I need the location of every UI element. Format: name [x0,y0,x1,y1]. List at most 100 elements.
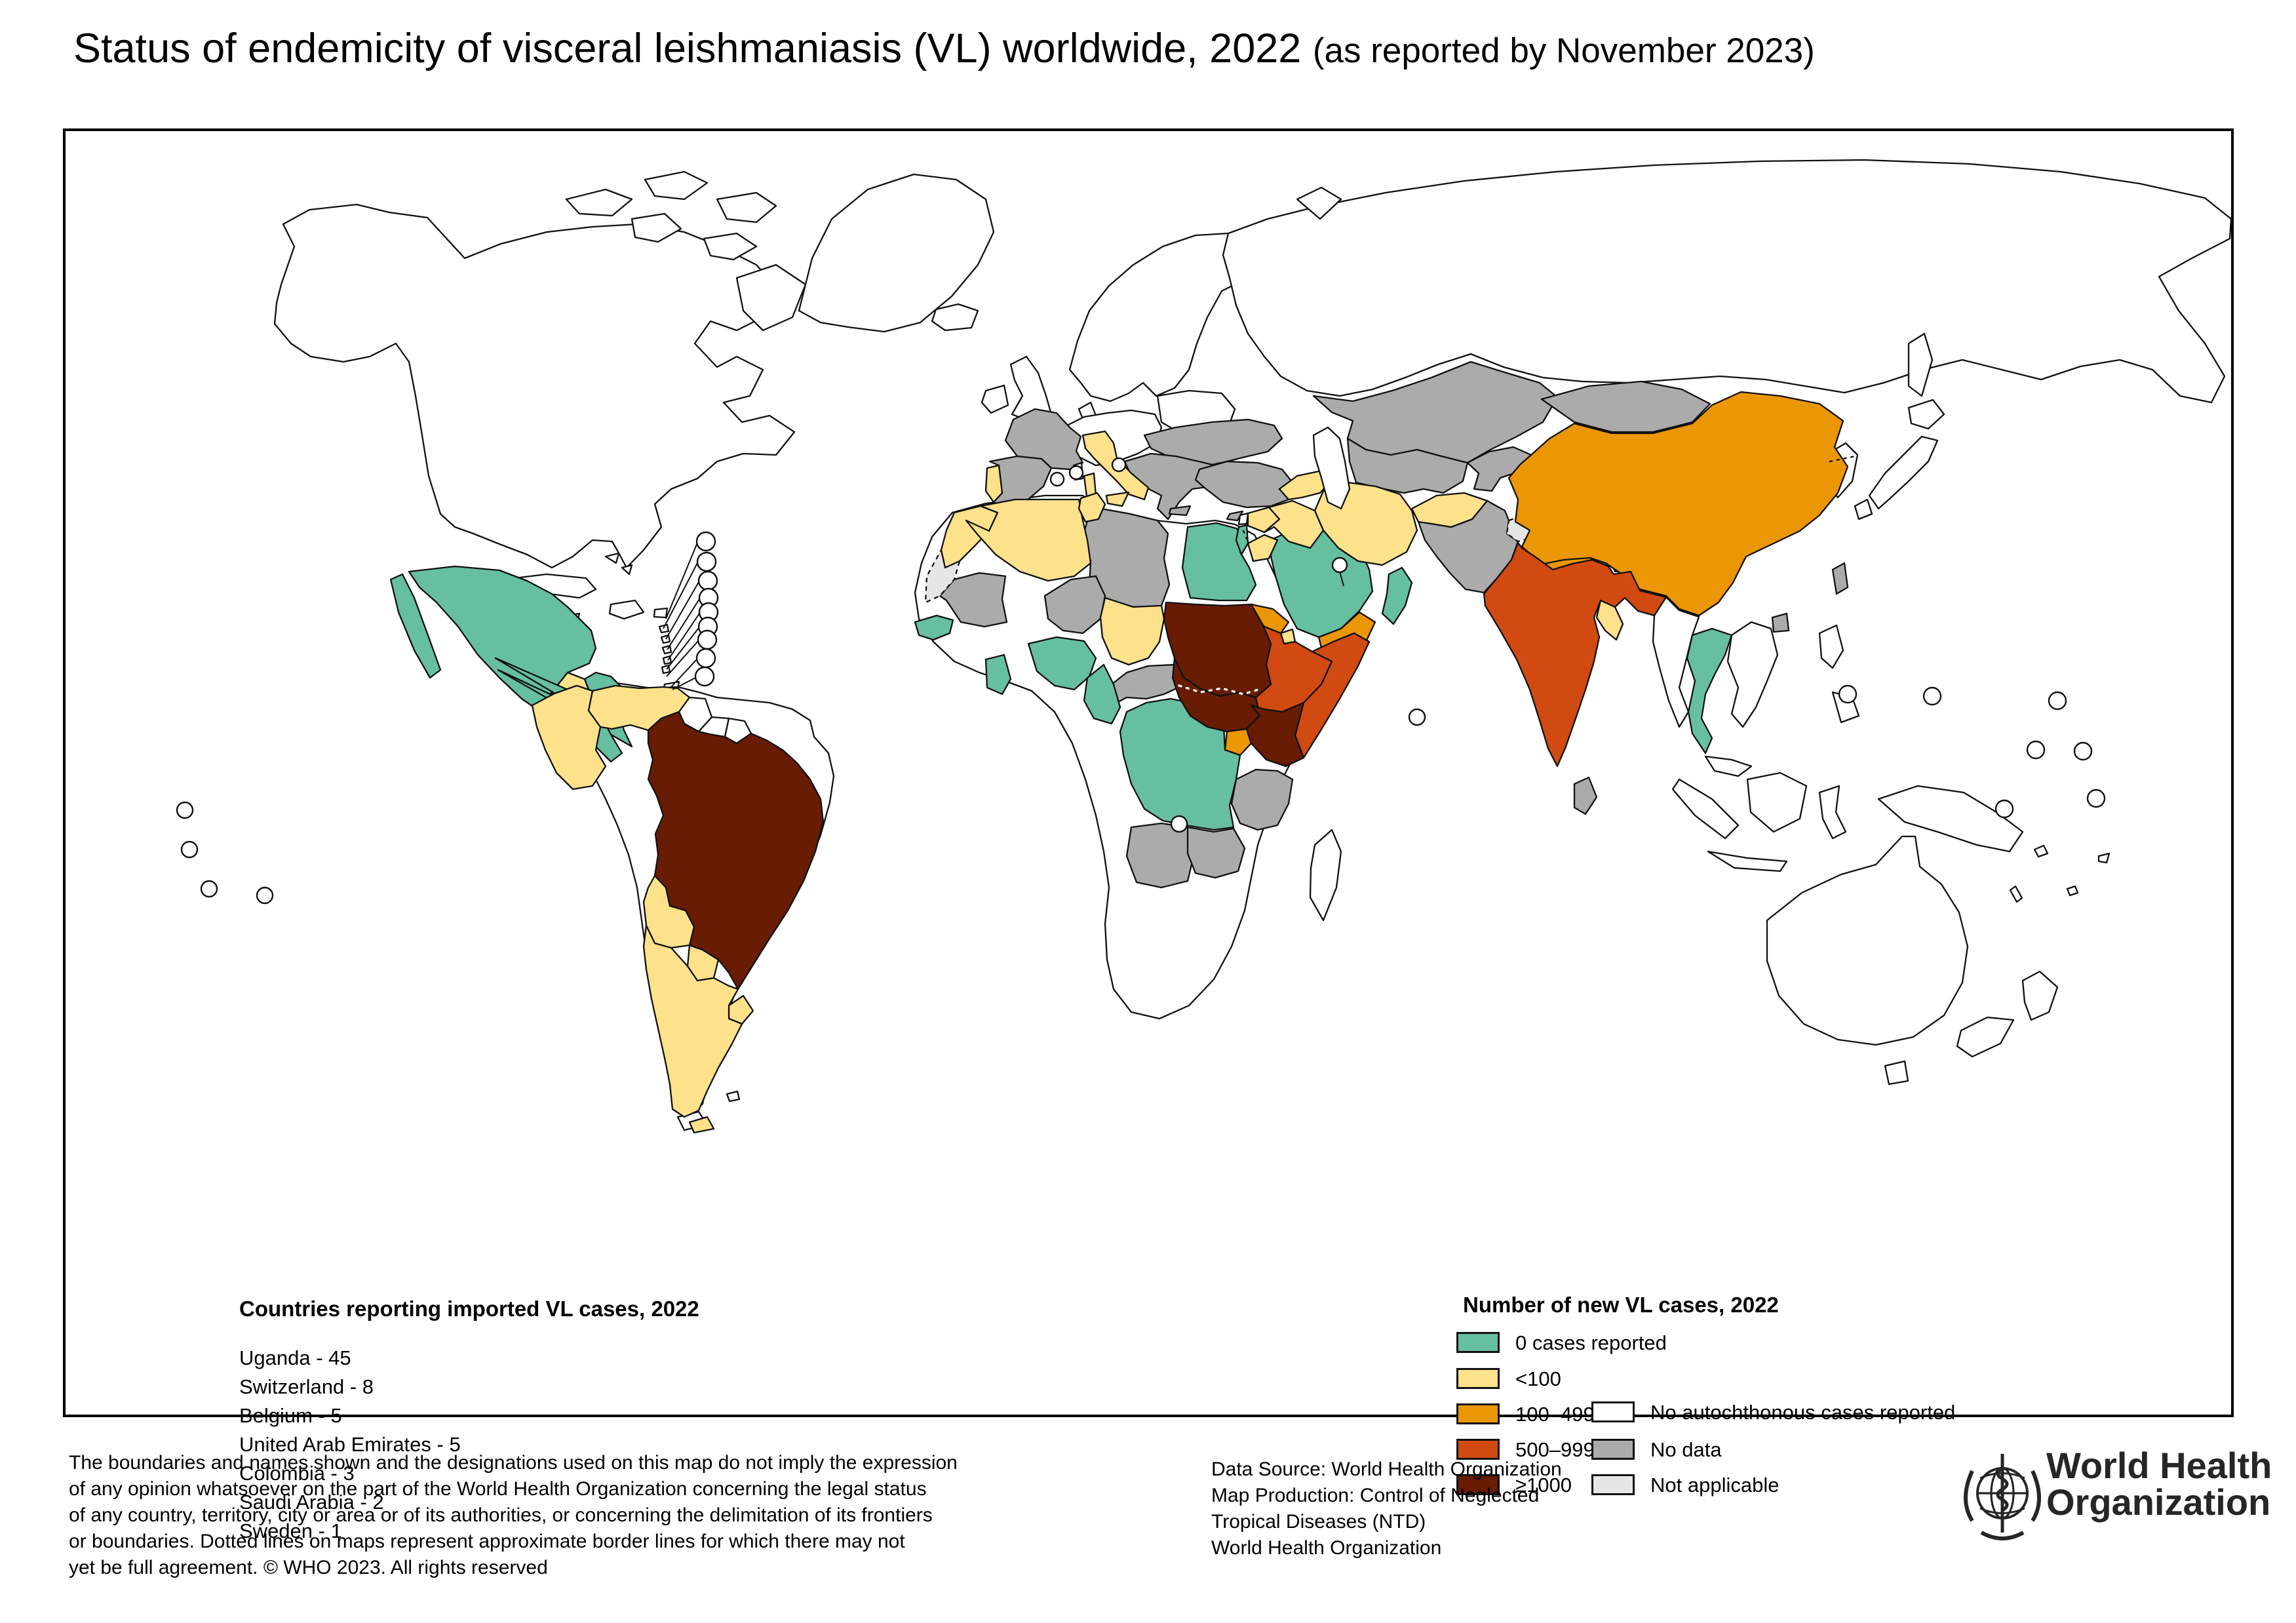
country-colombia [531,684,607,791]
legend-swatch-ge1000 [1456,1474,1500,1495]
imported-case-item: Switzerland - 8 [239,1375,374,1398]
country-antilles [660,634,671,644]
island-callout-circle [1068,465,1084,480]
country-novaya-zemlya [1296,186,1342,220]
title-main: Status of endemicity of visceral leishma… [73,26,1313,71]
country-argentina [642,924,743,1118]
island-callout-circle [2086,789,2106,808]
imported-case-item: Saudi Arabia - 2 [239,1491,384,1514]
country-nz-south [1956,1016,2015,1058]
country-borneo [1746,772,1808,833]
who-logo-icon [1964,1454,2041,1540]
island-callout-circle [1331,557,1348,574]
island-callout-circle [696,551,717,572]
country-pacific-isle [2066,885,2079,897]
korea-dmz-line [1829,455,1856,463]
country-mexico [408,565,597,711]
country-arctic-island [735,264,807,332]
source-line: World Health Organization [1211,1537,1442,1559]
country-pacific-isle [2097,852,2111,864]
country-india [1483,541,1667,768]
country-japan-kyushu [1854,498,1873,520]
country-portugal [984,464,1003,503]
cases-legend: Number of new VL cases, 2022 [1463,1293,1779,1318]
island-callout-circle [2026,740,2046,760]
country-tdf-argentina [688,1116,715,1134]
island-callout-line [665,581,699,640]
island-callout-circle [176,801,194,819]
disclaimer-line: of any country, territory, city or area … [69,1504,933,1526]
legend-label: <100 [1515,1367,1561,1390]
country-malaysia [1704,755,1753,777]
country-sulawesi [1818,785,1847,840]
country-taiwan [1831,562,1849,595]
source-line: Data Source: World Health Organization [1211,1458,1562,1480]
imported-cases-legend: Countries reporting imported VL cases, 2… [239,1297,699,1546]
country-kyrgyz-tajik [1466,446,1532,492]
country-pacific-isle [2009,885,2023,903]
country-mauritania [939,572,1008,628]
country-mongolia [1540,380,1711,433]
country-chad [1099,596,1165,666]
country-north-america [273,203,796,569]
sudan-dotted-border [1178,684,1260,695]
country-hainan [1771,612,1790,633]
island-callout-circle [180,840,199,859]
country-myanmar [1652,596,1700,728]
country-sri-lanka [1573,776,1598,815]
source-line: Map Production: Control of Neglected [1211,1485,1540,1506]
island-callout-circle [256,886,274,905]
island-callout-circle [1170,815,1188,833]
island-callout-line [667,613,700,661]
country-angola [1125,822,1196,889]
cases-legend-heading: Number of new VL cases, 2022 [1463,1293,1779,1317]
imported-case-item: Belgium - 5 [239,1404,342,1427]
title-paren: (as reported by November 2023) [1312,31,1815,70]
island-callout-line [667,598,700,650]
island-callout-circle [694,666,715,687]
country-japan-hokkaido [1907,399,1945,430]
country-madagascar [1309,829,1342,922]
country-cameroon [1083,663,1121,725]
country-japan-honshu [1868,435,1939,510]
country-arctic-island [716,191,777,224]
country-pacific-isle [2033,844,2049,858]
west-bank-dotted [1242,530,1248,540]
country-ghana [984,654,1012,695]
island-callout-circle [1838,684,1858,704]
imported-case-item: United Arab Emirates - 5 [239,1433,461,1456]
who-logo-line1: World Health [2046,1445,2272,1486]
legend-swatch-no-autochthonous [1591,1401,1635,1422]
data-source-block: Data Source: World Health Organization M… [1211,1457,1562,1561]
country-java [1707,850,1788,872]
country-indochina [1726,621,1779,728]
disclaimer-line: or boundaries. Dotted lines on maps repr… [69,1531,905,1552]
country-israel [1235,524,1249,556]
country-ireland [981,384,1009,414]
legend-swatch-not-applicable [1591,1474,1635,1495]
country-brazil [647,711,825,990]
island-callout-circle [1994,799,2014,819]
island-callout-circle [697,629,718,650]
country-luzon [1818,624,1844,669]
country-hispaniola [608,599,645,620]
country-puerto-rico [653,607,669,619]
country-cyprus [1226,510,1244,522]
country-antilles [661,644,672,655]
country-bahamas [604,552,620,564]
island-callout-line [671,659,697,688]
legend-swatch-500-999 [1456,1439,1500,1460]
country-tasmania [1884,1060,1909,1085]
page-title: Status of endemicity of visceral leishma… [73,25,1815,72]
legend-swatch-100-499 [1456,1403,1500,1424]
country-turkey [1194,460,1294,509]
country-tanzania [1230,768,1294,831]
country-bahamas [621,564,633,576]
country-greenland [798,173,995,333]
legend-label: 500–999 [1515,1438,1595,1461]
country-uzbek-turkmen [1346,437,1469,494]
country-china [1508,391,1849,617]
disclaimer-line: yet be full agreement. © WHO 2023. All r… [69,1557,548,1578]
imported-cases-heading: Countries reporting imported VL cases, 2… [239,1297,699,1321]
island-callout-circle [1922,686,1942,706]
